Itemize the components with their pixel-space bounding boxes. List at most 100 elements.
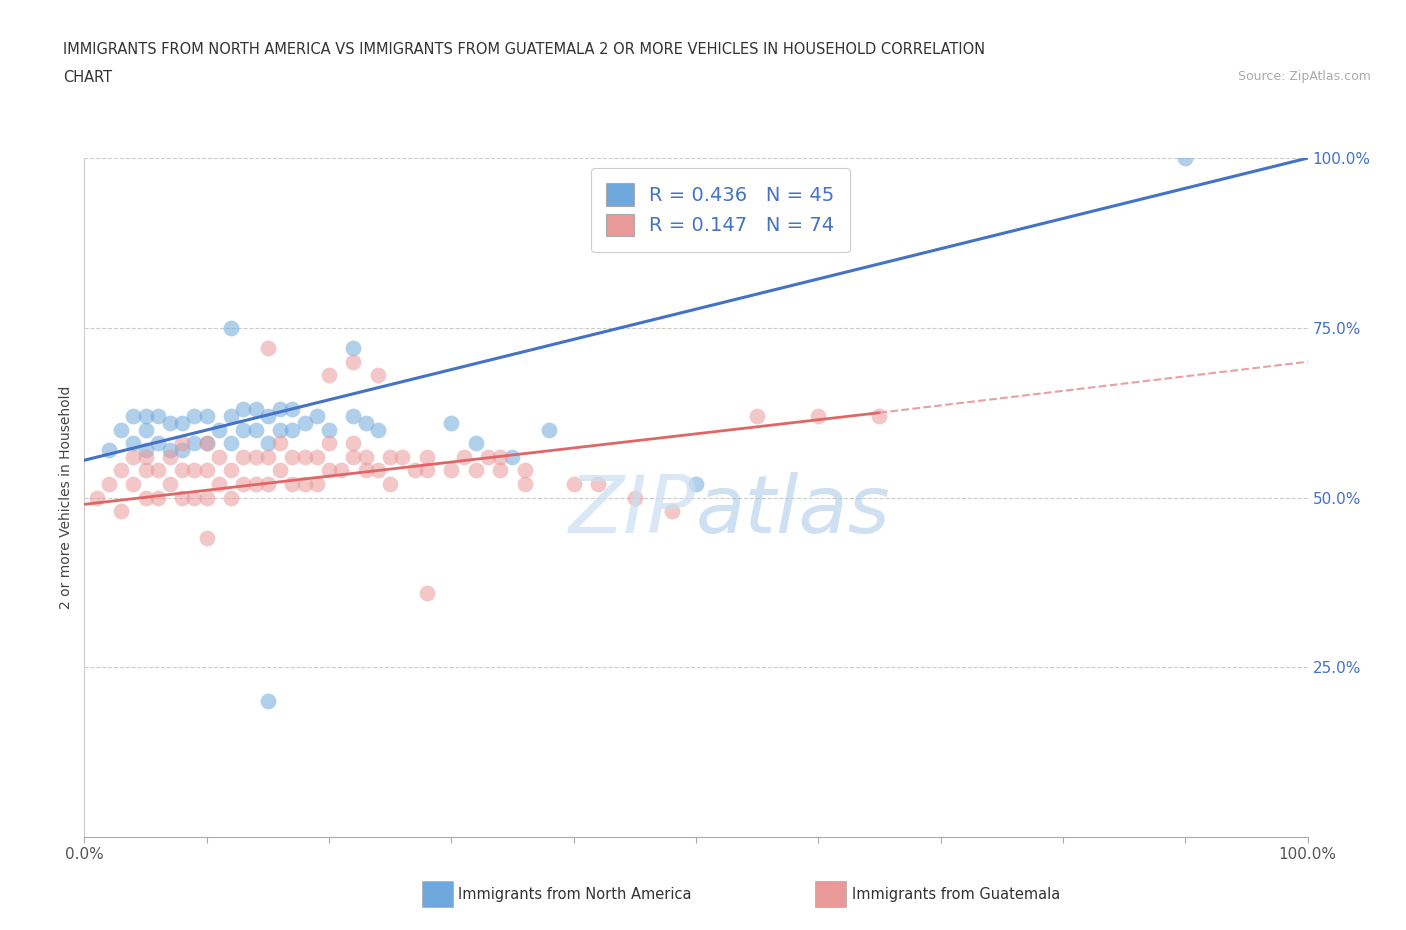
Point xyxy=(502,449,524,464)
Point xyxy=(135,463,157,478)
Point xyxy=(172,463,194,478)
Text: IMMIGRANTS FROM NORTH AMERICA VS IMMIGRANTS FROM GUATEMALA 2 OR MORE VEHICLES IN: IMMIGRANTS FROM NORTH AMERICA VS IMMIGRA… xyxy=(63,42,986,57)
Point xyxy=(219,408,242,423)
Point xyxy=(245,449,267,464)
Point xyxy=(477,449,499,464)
Point xyxy=(586,476,609,491)
Point xyxy=(318,368,340,383)
Point xyxy=(195,436,218,451)
Point xyxy=(146,408,169,423)
Point xyxy=(219,436,242,451)
Point xyxy=(869,408,891,423)
Point xyxy=(281,449,304,464)
Point xyxy=(122,476,145,491)
Point xyxy=(354,449,377,464)
Point xyxy=(305,449,328,464)
Point xyxy=(330,463,353,478)
Point xyxy=(367,463,389,478)
Point xyxy=(416,585,439,600)
Text: atlas: atlas xyxy=(696,472,891,551)
Point xyxy=(232,422,254,437)
Point xyxy=(342,354,364,369)
Legend: R = 0.436   N = 45, R = 0.147   N = 74: R = 0.436 N = 45, R = 0.147 N = 74 xyxy=(591,167,851,252)
Point xyxy=(257,436,280,451)
Point xyxy=(195,436,218,451)
Point xyxy=(513,463,536,478)
Point xyxy=(232,449,254,464)
Point xyxy=(97,443,120,458)
Point xyxy=(86,490,108,505)
Point xyxy=(281,476,304,491)
Point xyxy=(367,368,389,383)
Point xyxy=(135,408,157,423)
Point xyxy=(281,422,304,437)
Point xyxy=(367,422,389,437)
Point xyxy=(146,490,169,505)
Point xyxy=(685,476,707,491)
Point xyxy=(135,449,157,464)
Point xyxy=(318,422,340,437)
Point xyxy=(245,422,267,437)
Point xyxy=(183,490,205,505)
Point xyxy=(269,422,291,437)
Point xyxy=(183,463,205,478)
Point xyxy=(159,443,181,458)
Point xyxy=(562,476,585,491)
Point xyxy=(257,408,280,423)
Point xyxy=(110,504,132,519)
Point xyxy=(172,436,194,451)
Point xyxy=(318,463,340,478)
Point xyxy=(294,449,316,464)
Point xyxy=(661,504,683,519)
Point xyxy=(135,422,157,437)
Point xyxy=(195,463,218,478)
Point xyxy=(195,408,218,423)
Point xyxy=(219,463,242,478)
Point xyxy=(404,463,426,478)
Point xyxy=(807,408,830,423)
Point xyxy=(624,490,647,505)
Point xyxy=(747,408,769,423)
Point xyxy=(219,320,242,336)
Point xyxy=(146,436,169,451)
Point xyxy=(135,490,157,505)
Point xyxy=(453,449,475,464)
Point xyxy=(195,490,218,505)
Point xyxy=(416,449,439,464)
Point xyxy=(380,476,402,491)
Point xyxy=(122,436,145,451)
Point xyxy=(1174,151,1197,166)
Point xyxy=(342,436,364,451)
Point xyxy=(257,340,280,355)
Point xyxy=(257,694,280,709)
Point xyxy=(110,463,132,478)
Point xyxy=(208,449,231,464)
Y-axis label: 2 or more Vehicles in Household: 2 or more Vehicles in Household xyxy=(59,386,73,609)
Point xyxy=(342,340,364,355)
Point xyxy=(281,402,304,417)
Point xyxy=(269,463,291,478)
Point xyxy=(159,449,181,464)
Point xyxy=(305,408,328,423)
Point xyxy=(172,490,194,505)
Point xyxy=(257,476,280,491)
Text: Immigrants from Guatemala: Immigrants from Guatemala xyxy=(852,887,1060,902)
Point xyxy=(245,476,267,491)
Point xyxy=(416,463,439,478)
Point xyxy=(440,416,463,431)
Point xyxy=(318,436,340,451)
Point xyxy=(232,402,254,417)
Point xyxy=(294,416,316,431)
Text: ZIP: ZIP xyxy=(568,472,696,551)
Point xyxy=(172,416,194,431)
Point xyxy=(208,476,231,491)
Point xyxy=(245,402,267,417)
Point xyxy=(159,416,181,431)
Point xyxy=(342,408,364,423)
Point xyxy=(294,476,316,491)
Point xyxy=(354,463,377,478)
Point xyxy=(195,531,218,546)
Point xyxy=(232,476,254,491)
Text: Immigrants from North America: Immigrants from North America xyxy=(458,887,692,902)
Point xyxy=(391,449,413,464)
